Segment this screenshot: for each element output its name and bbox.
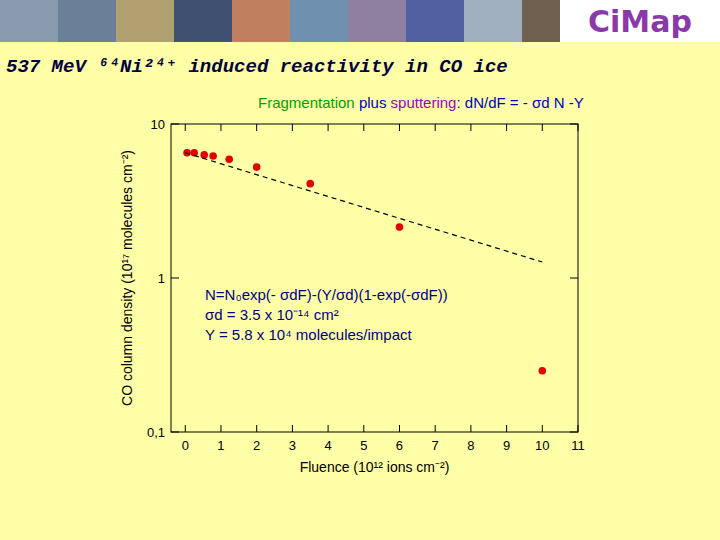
x-tick bbox=[256, 124, 257, 131]
y-tick bbox=[171, 278, 179, 279]
banner-image bbox=[348, 0, 406, 42]
x-tick bbox=[506, 425, 507, 432]
title: 537 MeV ⁶⁴Ni²⁴⁺ induced reactivity in CO… bbox=[6, 56, 508, 78]
x-tick bbox=[185, 124, 186, 131]
annotation: σd = 3.5 x 10⁻¹⁴ cm² bbox=[205, 306, 339, 323]
data-point bbox=[538, 367, 546, 375]
subtitle-part: : dN/dF = - σd N -Y bbox=[456, 94, 583, 111]
data-point bbox=[200, 151, 208, 159]
data-point bbox=[225, 155, 233, 163]
x-tick bbox=[470, 425, 471, 432]
banner-image bbox=[0, 0, 58, 42]
plot-data bbox=[183, 149, 546, 375]
x-tick bbox=[578, 124, 579, 131]
x-tick-label: 2 bbox=[253, 438, 260, 453]
banner: CiMap bbox=[0, 0, 720, 42]
x-tick bbox=[399, 425, 400, 432]
x-tick-label: 3 bbox=[289, 438, 296, 453]
subtitle-part: sputtering bbox=[391, 94, 457, 111]
plot-frame bbox=[171, 124, 578, 432]
subtitle-part: plus bbox=[355, 94, 391, 111]
banner-image bbox=[58, 0, 116, 42]
banner-image bbox=[464, 0, 522, 42]
data-point bbox=[306, 180, 314, 188]
x-tick-label: 11 bbox=[571, 438, 585, 453]
y-tick bbox=[570, 124, 578, 125]
annotation: Y = 5.8 x 10⁴ molecules/impact bbox=[205, 326, 413, 343]
x-tick-label: 9 bbox=[503, 438, 510, 453]
subtitle: Fragmentation plus sputtering: dN/dF = -… bbox=[258, 94, 584, 111]
y-tick bbox=[171, 124, 179, 125]
x-tick-label: 8 bbox=[467, 438, 474, 453]
x-tick-label: 10 bbox=[535, 438, 549, 453]
x-tick bbox=[292, 124, 293, 131]
data-point bbox=[253, 163, 261, 171]
slide: CiMap 537 MeV ⁶⁴Ni²⁴⁺ induced reactivity … bbox=[0, 0, 720, 540]
subtitle-part: Fragmentation bbox=[258, 94, 355, 111]
banner-image bbox=[116, 0, 174, 42]
x-tick-label: 0 bbox=[182, 438, 189, 453]
x-tick bbox=[399, 124, 400, 131]
x-tick bbox=[435, 425, 436, 432]
x-tick bbox=[256, 425, 257, 432]
y-tick bbox=[171, 432, 179, 433]
banner-image bbox=[174, 0, 232, 42]
x-tick bbox=[328, 124, 329, 131]
x-tick bbox=[542, 124, 543, 131]
annotation: N=N₀exp(- σdF)-(Y/σd)(1-exp(-σdF)) bbox=[205, 286, 448, 303]
banner-image bbox=[290, 0, 348, 42]
x-tick bbox=[578, 425, 579, 432]
x-tick bbox=[506, 124, 507, 131]
y-tick-label: 0,1 bbox=[147, 425, 165, 440]
y-axis-label: CO column density (10¹⁷ molecules cm⁻²) bbox=[119, 150, 135, 406]
x-tick bbox=[363, 124, 364, 131]
x-tick-label: 7 bbox=[432, 438, 439, 453]
x-tick bbox=[542, 425, 543, 432]
x-tick bbox=[363, 425, 364, 432]
banner-image bbox=[232, 0, 290, 42]
x-tick bbox=[328, 425, 329, 432]
y-tick-label: 1 bbox=[158, 271, 165, 286]
x-axis-label: Fluence (10¹² ions cm⁻²) bbox=[300, 459, 450, 475]
x-tick bbox=[470, 124, 471, 131]
x-tick-label: 5 bbox=[360, 438, 367, 453]
y-tick bbox=[570, 278, 578, 279]
data-point bbox=[396, 223, 404, 231]
y-tick-label: 10 bbox=[151, 117, 165, 132]
data-point bbox=[209, 152, 217, 160]
x-tick bbox=[220, 124, 221, 131]
x-tick bbox=[185, 425, 186, 432]
x-tick-label: 4 bbox=[324, 438, 331, 453]
x-tick bbox=[435, 124, 436, 131]
y-tick bbox=[570, 432, 578, 433]
logo-box bbox=[560, 0, 720, 42]
logo: CiMap bbox=[588, 4, 692, 39]
x-tick-label: 1 bbox=[217, 438, 224, 453]
banner-image bbox=[406, 0, 464, 42]
fit-line bbox=[185, 153, 542, 262]
x-tick-label: 6 bbox=[396, 438, 403, 453]
x-tick bbox=[292, 425, 293, 432]
x-tick bbox=[220, 425, 221, 432]
